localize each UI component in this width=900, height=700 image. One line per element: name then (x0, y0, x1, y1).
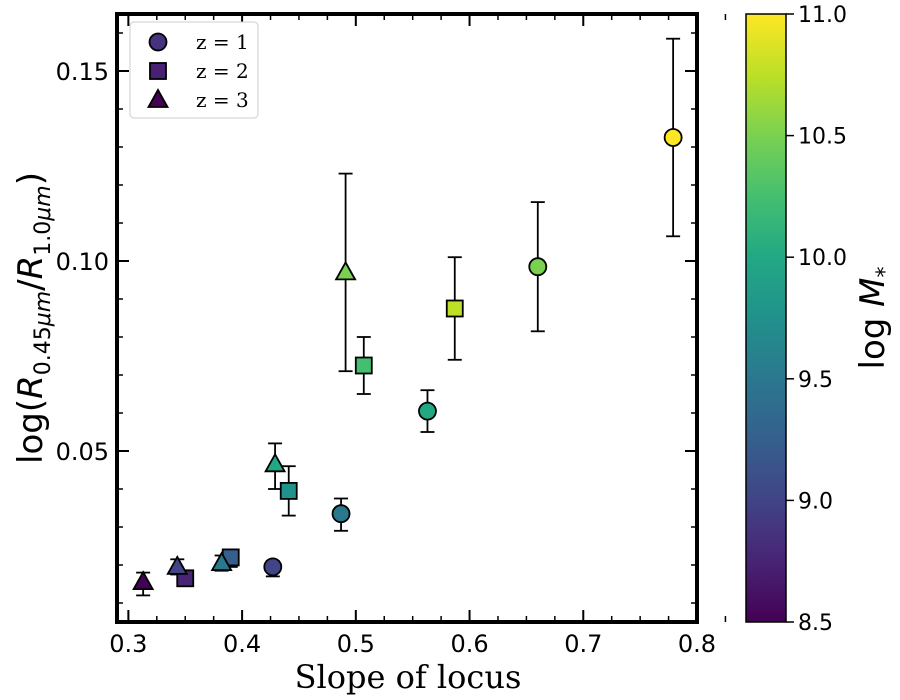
x-tick-label: 0.3 (109, 630, 147, 658)
data-point-triangle (210, 551, 233, 571)
colorbar-tick-label: 9.0 (798, 489, 833, 514)
colorbar-ticks: 8.5 9.0 9.5 10.0 10.5 11.0 (786, 3, 847, 636)
data-point-triangle (166, 555, 189, 575)
x-tick-label: 0.4 (223, 630, 261, 658)
legend-marker-square (149, 62, 167, 80)
data-point-circle (418, 401, 437, 421)
data-point-square (445, 299, 464, 318)
data-point-triangle (334, 260, 357, 281)
data-point-circle (331, 504, 351, 524)
colorbar-tick-label: 10.5 (798, 125, 847, 150)
legend: z = 1 z = 2 z = 3 (129, 21, 259, 119)
legend-label: z = 3 (196, 88, 249, 112)
x-tick-label: 0.6 (450, 630, 488, 658)
y-tick-labels: 0.05 0.10 0.15 (56, 58, 109, 466)
y-tick-label: 0.15 (56, 58, 109, 86)
data-point-square (354, 356, 373, 375)
y-tick-label: 0.10 (56, 248, 109, 276)
colorbar-tick-label: 9.5 (798, 368, 833, 393)
x-tick-label: 0.5 (337, 630, 375, 658)
data-point-triangle (132, 570, 155, 590)
y-axis-title: log(R0.45μm/R1.0μm) (11, 172, 56, 464)
x-tick-labels: 0.3 0.4 0.5 0.6 0.7 0.8 (109, 630, 716, 658)
x-tick-label: 0.7 (564, 630, 602, 658)
colorbar-tick-label: 8.5 (798, 611, 833, 636)
colorbar-gradient (745, 13, 787, 623)
y-tick-label: 0.05 (56, 438, 109, 466)
colorbar-tick-label: 11.0 (798, 3, 847, 28)
legend-label: z = 1 (196, 30, 249, 54)
plot-frame (115, 12, 699, 624)
data-point-circle (528, 257, 548, 277)
legend-label: z = 2 (196, 59, 249, 83)
data-point-triangle (264, 452, 287, 473)
colorbar-title: log M* (853, 267, 898, 370)
data-point-square (279, 481, 298, 500)
legend-marker-triangle (146, 88, 170, 108)
x-tick-label: 0.8 (678, 630, 716, 658)
colorbar: 8.5 9.0 9.5 10.0 10.5 11.0 log M* (745, 3, 898, 636)
data-point-circle (663, 128, 683, 147)
x-axis-title: Slope of locus (295, 658, 522, 696)
legend-marker-circle (148, 32, 168, 52)
data-point-circle (263, 557, 283, 577)
colorbar-tick-label: 10.0 (798, 246, 847, 271)
data-points (132, 128, 683, 590)
